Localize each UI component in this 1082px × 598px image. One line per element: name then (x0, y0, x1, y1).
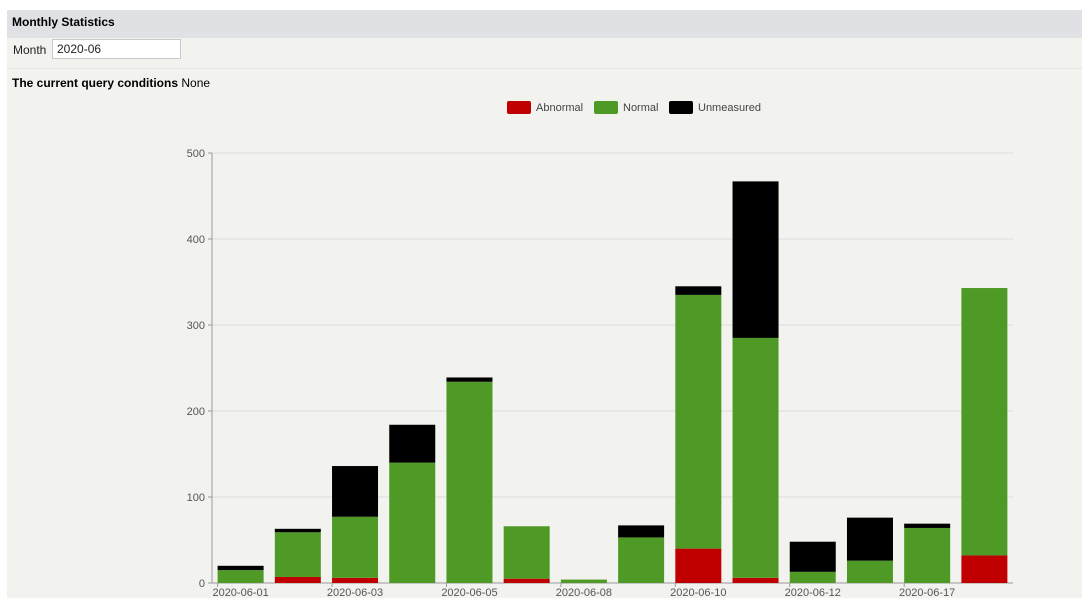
x-tick-label: 2020-06-01 (212, 587, 268, 598)
bar-unmeasured (446, 377, 493, 382)
y-tick-label: 100 (187, 492, 205, 504)
bar-abnormal (274, 576, 321, 583)
legend-swatch-unmeasured (669, 101, 693, 114)
x-tick-label: 2020-06-17 (899, 587, 955, 598)
legend-label-unmeasured: Unmeasured (698, 102, 761, 114)
bar-unmeasured (732, 181, 779, 338)
bar-normal (389, 462, 436, 583)
panel-title: Monthly Statistics (12, 15, 115, 29)
legend-label-abnormal: Abnormal (536, 102, 583, 114)
bar-abnormal (961, 555, 1008, 583)
x-tick-label: 2020-06-03 (327, 587, 383, 598)
y-tick-label: 300 (187, 320, 205, 332)
bar-unmeasured (846, 517, 893, 561)
bar-normal (732, 337, 779, 578)
bar-normal (789, 571, 836, 583)
x-tick-label: 2020-06-08 (556, 587, 612, 598)
x-tick-label: 2020-06-10 (670, 587, 726, 598)
y-tick-label: 0 (199, 578, 205, 590)
bar-unmeasured (274, 528, 321, 533)
month-input[interactable] (52, 39, 181, 59)
bar-normal (961, 288, 1008, 556)
bar-unmeasured (904, 523, 951, 528)
bar-normal (274, 532, 321, 577)
divider (7, 68, 1082, 69)
bar-normal (618, 537, 665, 583)
query-conditions-label: The current query conditions (12, 76, 179, 90)
legend-label-normal: Normal (623, 102, 658, 114)
bar-unmeasured (618, 525, 665, 538)
bar-normal (332, 516, 379, 578)
bar-abnormal (675, 548, 722, 583)
bar-abnormal (332, 577, 379, 583)
bar-normal (446, 381, 493, 583)
bar-normal (675, 294, 722, 549)
legend-swatch-abnormal (507, 101, 531, 114)
bar-normal (846, 560, 893, 583)
x-tick-label: 2020-06-05 (441, 587, 497, 598)
bar-unmeasured (217, 565, 264, 571)
query-conditions-value: None (181, 76, 211, 90)
y-tick-label: 200 (187, 406, 205, 418)
bar-abnormal (732, 577, 779, 583)
bar-unmeasured (675, 286, 722, 295)
x-tick-label: 2020-06-12 (785, 587, 841, 598)
bar-unmeasured (389, 424, 436, 463)
y-tick-label: 500 (187, 148, 205, 160)
bar-normal (560, 579, 607, 583)
bar-normal (503, 526, 550, 579)
bar-unmeasured (789, 541, 836, 572)
query-conditions: The current query conditions None (12, 76, 210, 90)
stacked-bar-chart: 0 100 200 300 400 500 2020-06-01 2020-06-03 2020… (187, 101, 1013, 598)
bar-abnormal (503, 578, 550, 583)
legend-swatch-normal (594, 101, 618, 114)
y-tick-label: 400 (187, 234, 205, 246)
bar-normal (904, 527, 951, 583)
bar-normal (217, 570, 264, 583)
monthly-statistics-panel: Monthly Statistics Month The current que… (7, 10, 1082, 598)
month-label: Month (13, 43, 47, 57)
panel-header: Monthly Statistics (7, 10, 1082, 38)
bar-unmeasured (332, 466, 379, 517)
